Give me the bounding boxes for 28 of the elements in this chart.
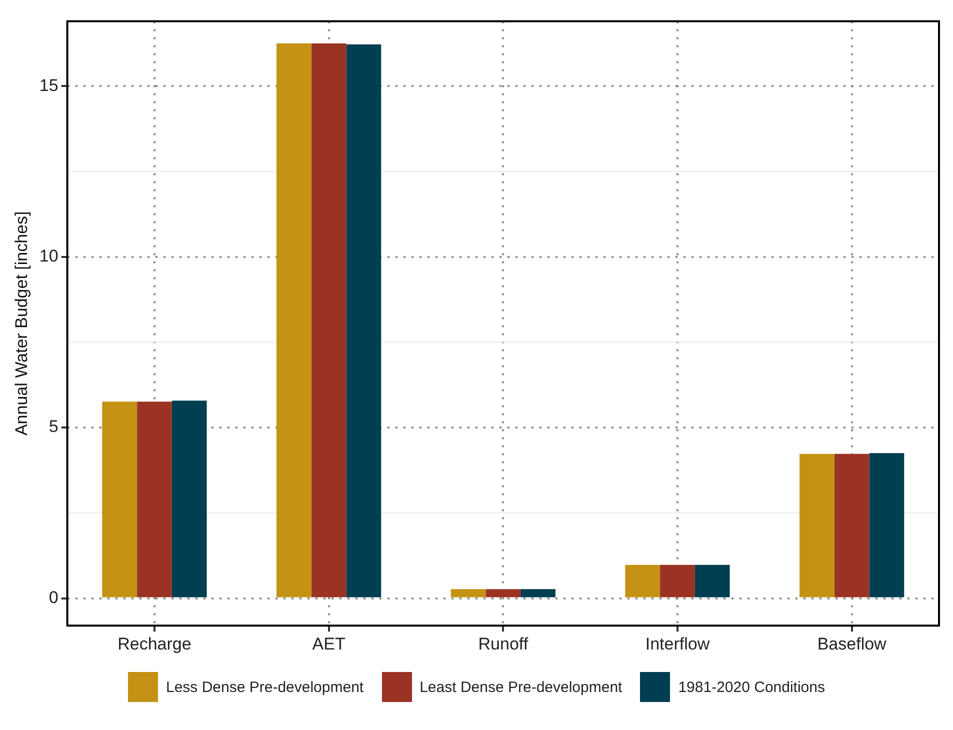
y-axis-title: Annual Water Budget [inches]: [12, 211, 31, 436]
y-tick-label: 0: [48, 588, 58, 607]
legend-label: Less Dense Pre-development: [166, 678, 364, 696]
bar: [660, 564, 695, 598]
bar: [625, 564, 660, 598]
bar: [137, 402, 172, 598]
legend-label: Least Dense Pre-development: [420, 678, 622, 696]
bar: [869, 453, 904, 598]
bar: [102, 402, 138, 598]
bar: [311, 43, 346, 598]
bar: [694, 564, 730, 598]
y-tick-label: 15: [39, 76, 58, 95]
bar: [834, 454, 870, 598]
x-tick-label: AET: [312, 634, 346, 654]
y-tick-label: 10: [39, 246, 58, 266]
x-tick-label: Interflow: [645, 634, 710, 654]
bar: [276, 43, 312, 598]
x-tick-label: Runoff: [478, 634, 528, 654]
bar: [450, 589, 486, 598]
bar: [172, 400, 207, 598]
bar: [346, 44, 382, 598]
bar: [520, 589, 556, 598]
legend-label: 1981-2020 Conditions: [678, 678, 825, 696]
bar: [800, 454, 834, 598]
x-tick-label: Baseflow: [817, 634, 888, 654]
x-tick-label: Recharge: [118, 634, 192, 654]
bar: [486, 589, 521, 598]
y-tick-label: 5: [48, 417, 58, 436]
